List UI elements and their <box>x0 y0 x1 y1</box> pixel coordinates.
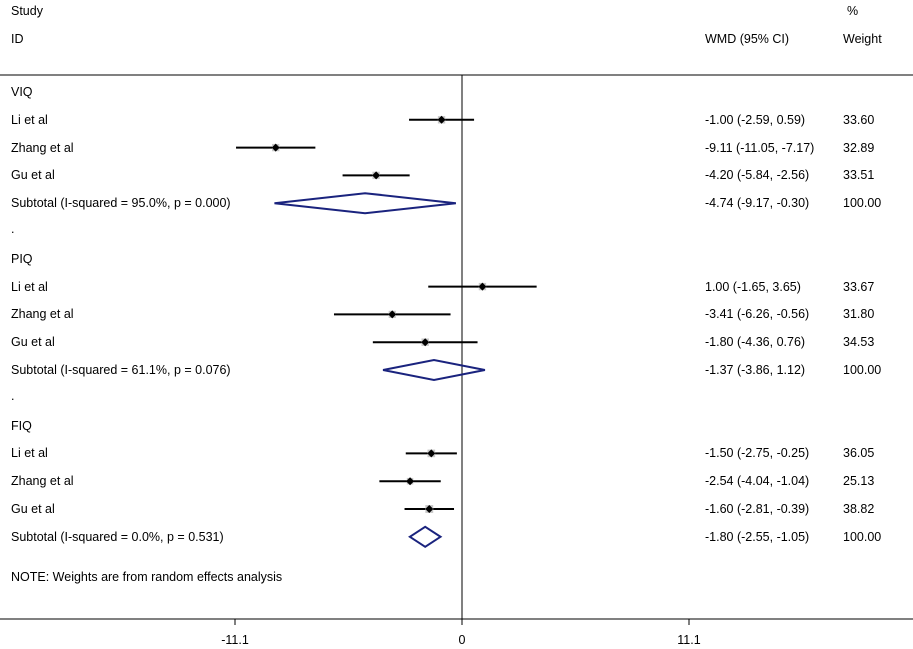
subtotal-label: Subtotal (I-squared = 95.0%, p = 0.000) <box>11 196 231 211</box>
point-estimate <box>427 449 436 458</box>
study-label: Zhang et al <box>11 474 74 489</box>
x-tick-label: 0 <box>458 633 466 647</box>
point-estimate <box>437 115 446 124</box>
study-label: Gu et al <box>11 168 55 183</box>
header-id: ID <box>11 32 24 46</box>
weight-text: 33.67 <box>843 279 875 294</box>
effect-ci-text: -1.00 (-2.59, 0.59) <box>705 112 806 127</box>
x-tick-label: 11.1 <box>677 633 701 647</box>
weight-text: 33.60 <box>843 112 875 127</box>
effect-ci-text: -4.20 (-5.84, -2.56) <box>705 168 810 183</box>
header-study: Study <box>11 4 43 18</box>
study-label: Zhang et al <box>11 307 74 322</box>
effect-ci-text: -3.41 (-6.26, -0.56) <box>705 307 810 322</box>
weight-text: 36.05 <box>843 446 875 461</box>
effect-ci-text: -2.54 (-4.04, -1.04) <box>705 474 810 489</box>
subtotal-diamond <box>408 525 443 548</box>
point-estimate <box>271 143 280 152</box>
point-estimate <box>372 171 381 180</box>
weight-text: 100.00 <box>843 363 882 377</box>
study-label: Li et al <box>11 446 48 461</box>
header-effect: WMD (95% CI) <box>705 32 790 46</box>
effect-ci-text: -1.60 (-2.81, -0.39) <box>705 502 810 516</box>
weight-text: 25.13 <box>843 474 875 489</box>
subtotal-diamond <box>382 358 486 382</box>
note: NOTE: Weights are from random effects an… <box>11 570 283 584</box>
effect-ci-text: -9.11 (-11.05, -7.17) <box>705 140 815 155</box>
point-estimate <box>425 505 434 513</box>
weight-text: 100.00 <box>843 196 882 211</box>
weight-text: 31.80 <box>843 307 875 322</box>
point-estimate <box>421 338 430 347</box>
weight-text: 34.53 <box>843 335 875 350</box>
subtotal-label: Subtotal (I-squared = 61.1%, p = 0.076) <box>11 363 231 377</box>
effect-ci-text: -1.80 (-4.36, 0.76) <box>705 335 806 350</box>
study-label: Li et al <box>11 279 48 294</box>
point-estimate <box>406 477 415 486</box>
separator-dot: . <box>11 388 15 403</box>
group-label: PIQ <box>11 251 33 266</box>
x-tick-label: -11.1 <box>221 633 249 647</box>
point-estimate <box>388 310 397 319</box>
separator-dot: . <box>11 222 15 236</box>
effect-ci-text: -4.74 (-9.17, -0.30) <box>705 196 810 211</box>
header-weight-pct: % <box>847 4 859 18</box>
study-label: Zhang et al <box>11 140 74 155</box>
study-label: Li et al <box>11 112 48 127</box>
weight-text: 38.82 <box>843 502 875 516</box>
weight-text: 33.51 <box>843 168 875 183</box>
group-label: VIQ <box>11 85 33 99</box>
weight-text: 100.00 <box>843 529 882 544</box>
subtotal-diamond <box>274 192 456 215</box>
effect-ci-text: -1.37 (-3.86, 1.12) <box>705 363 806 377</box>
study-label: Gu et al <box>11 335 55 350</box>
header-weight: Weight <box>843 32 882 46</box>
group-label: FIQ <box>11 418 32 433</box>
weight-text: 32.89 <box>843 140 875 155</box>
effect-ci-text: -1.80 (-2.55, -1.05) <box>705 529 810 544</box>
point-estimate <box>478 282 487 291</box>
effect-ci-text: 1.00 (-1.65, 3.65) <box>705 279 801 294</box>
effect-ci-text: -1.50 (-2.75, -0.25) <box>705 446 810 461</box>
subtotal-label: Subtotal (I-squared = 0.0%, p = 0.531) <box>11 529 224 544</box>
study-label: Gu et al <box>11 502 55 516</box>
